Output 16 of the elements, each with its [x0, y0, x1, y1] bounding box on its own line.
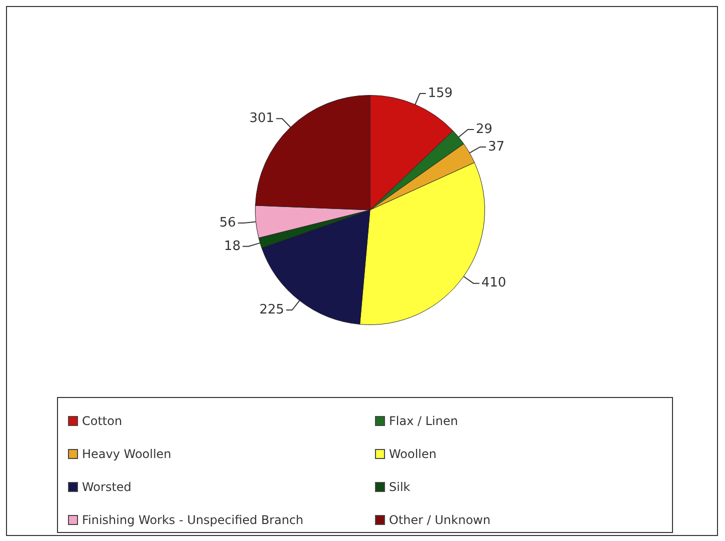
legend-label: Silk: [389, 480, 410, 494]
data-label: 37: [488, 139, 505, 154]
data-label: 159: [428, 86, 453, 101]
data-label: 56: [219, 215, 236, 230]
data-label: 18: [224, 238, 241, 254]
legend-label: Heavy Woollen: [82, 446, 172, 460]
legend-label: Other / Unknown: [389, 512, 490, 526]
legend-label: Worsted: [82, 480, 132, 494]
legend-label: Cotton: [82, 414, 122, 428]
legend-label: Woollen: [389, 446, 437, 460]
data-label: 410: [481, 276, 506, 291]
data-label: 301: [249, 111, 274, 126]
data-label: 29: [476, 122, 492, 137]
legend-label: Flax / Linen: [389, 414, 458, 428]
legend-label: Finishing Works - Unspecified Branch: [82, 512, 304, 526]
data-label: 225: [259, 302, 284, 318]
